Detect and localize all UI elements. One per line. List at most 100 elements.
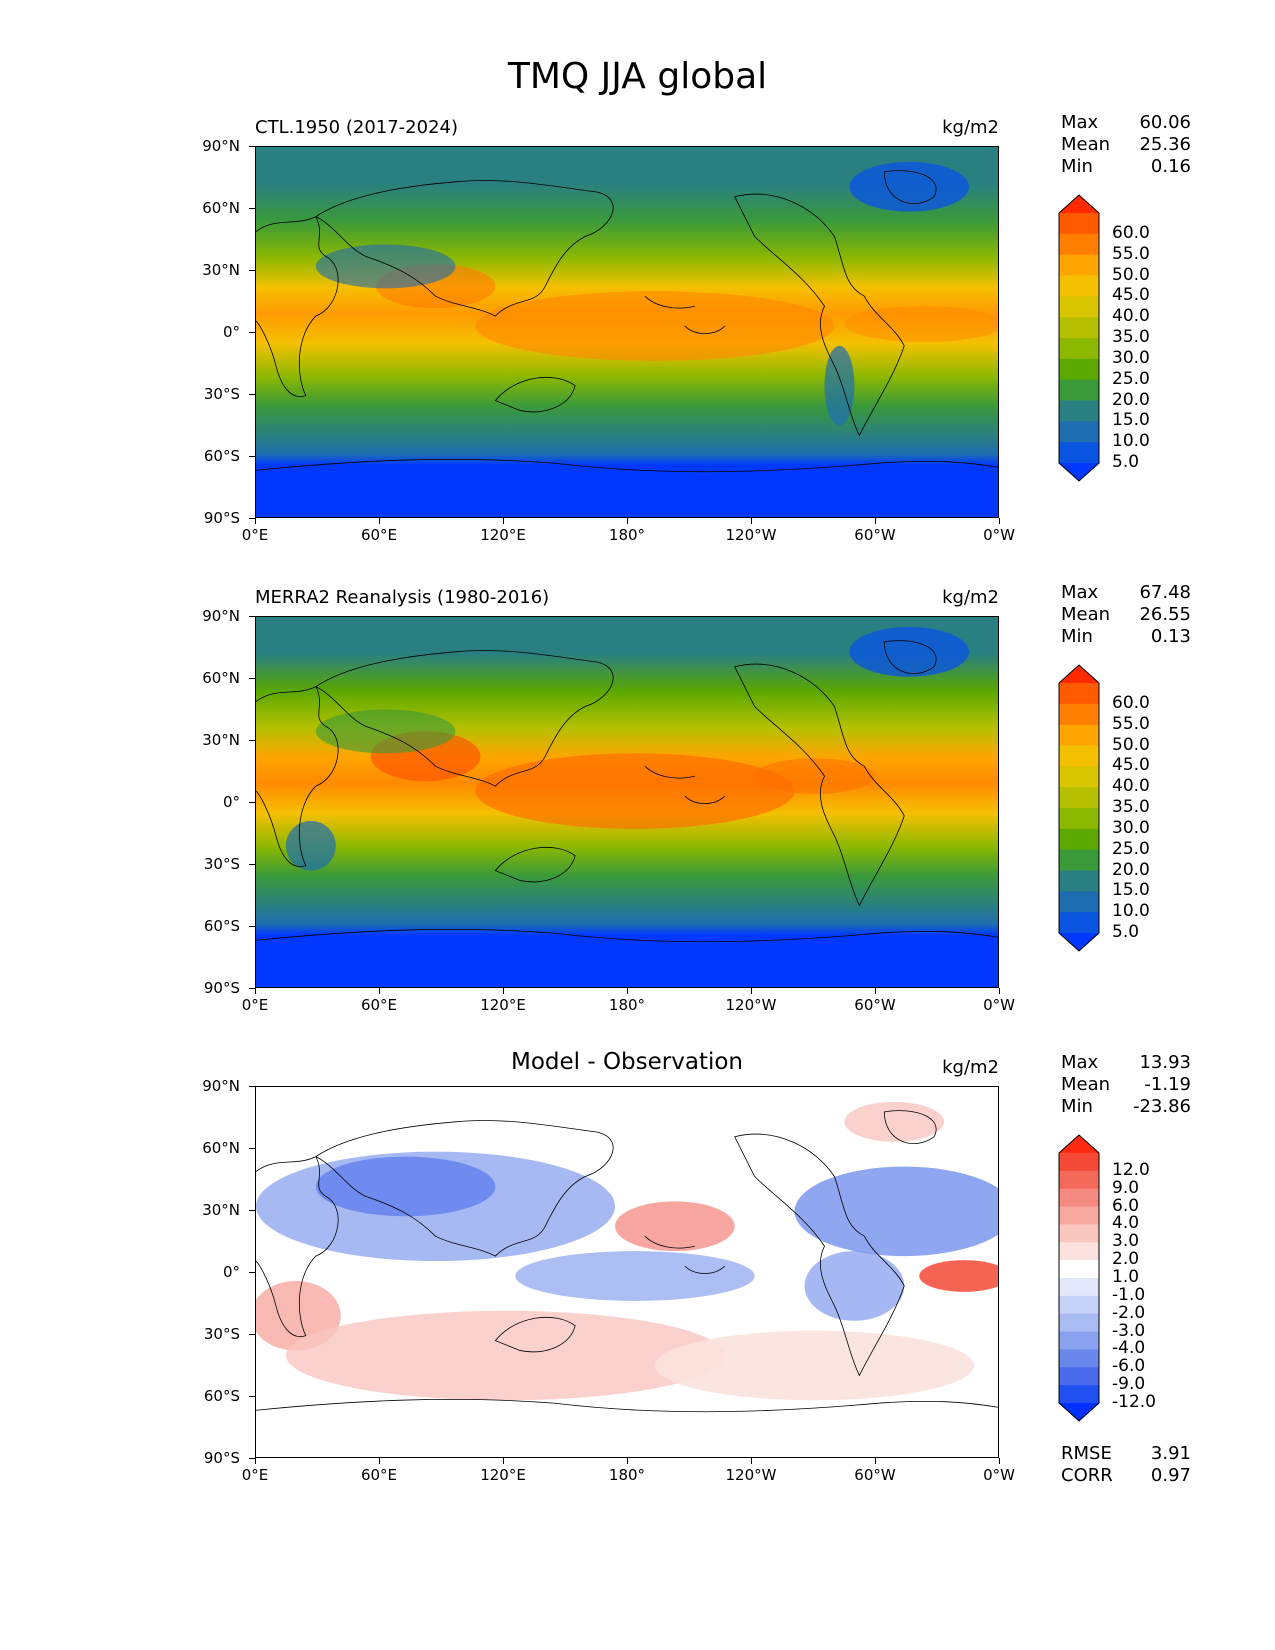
colorbar: [1058, 194, 1104, 486]
colorbar-segment: [1059, 1313, 1099, 1333]
stat-mean: 25.36: [1139, 134, 1191, 155]
stat-mean-label: Mean: [1061, 1074, 1111, 1095]
colorbar-segment: [1059, 296, 1099, 318]
lat-tick-label: 0°: [222, 1263, 240, 1281]
colorbar-extend-min: [1059, 933, 1099, 951]
colorbar-label: 5.0: [1112, 452, 1140, 472]
stat-mean: -1.19: [1144, 1074, 1191, 1095]
colorbar-label: 9.0: [1112, 1177, 1140, 1198]
lat-tick: [249, 1086, 255, 1087]
colorbar-label: -6.0: [1112, 1356, 1146, 1377]
colorbar-segment: [1059, 421, 1099, 443]
colorbar-label: -4.0: [1112, 1338, 1146, 1359]
colorbar-label: 25.0: [1112, 838, 1150, 859]
lon-tick: [751, 1458, 752, 1464]
stat-max: 60.06: [1139, 112, 1191, 133]
lat-tick-label: 30°S: [203, 855, 240, 873]
lat-tick-label: 0°: [222, 793, 240, 811]
colorbar-svg: [1058, 1134, 1100, 1422]
lon-tick-label: 60°E: [360, 526, 398, 544]
colorbar-segment: [1059, 1242, 1099, 1261]
lon-tick-label: 120°E: [480, 996, 526, 1014]
lat-tick-label: 0°: [222, 323, 240, 341]
panel-model: CTL.1950 (2017-2024) kg/m2: [0, 112, 1275, 577]
colorbar-label: -2.0: [1112, 1302, 1146, 1323]
lon-tick-label: 60°W: [854, 996, 896, 1014]
stat-mean-label: Mean: [1061, 134, 1111, 155]
colorbar-label: 45.0: [1112, 755, 1150, 776]
colorbar-label: 50.0: [1112, 264, 1150, 285]
lat-tick: [249, 394, 255, 395]
lat-tick: [249, 740, 255, 741]
colorbar-label: 40.0: [1112, 306, 1150, 327]
colorbar-label: -9.0: [1112, 1374, 1146, 1395]
colorbar-segment: [1059, 1385, 1099, 1404]
colorbar-segment: [1059, 912, 1099, 934]
colorbar-segment: [1059, 1260, 1099, 1279]
lon-tick: [255, 518, 256, 524]
lat-tick: [249, 146, 255, 147]
colorbar-label: 15.0: [1112, 880, 1150, 901]
colorbar-segment: [1059, 724, 1099, 746]
lon-tick-label: 0°E: [241, 526, 269, 544]
colorbar-label: 35.0: [1112, 327, 1150, 347]
stats-box: Max 67.48 Mean 26.55 Min 0.13: [1061, 582, 1191, 648]
colorbar-label: 50.0: [1112, 734, 1150, 755]
colorbar-segment: [1059, 766, 1099, 788]
corr-value: 0.97: [1150, 1465, 1191, 1486]
stat-max: 67.48: [1139, 582, 1191, 603]
lat-tick-label: 90°S: [203, 1449, 240, 1467]
lon-tick: [255, 1458, 256, 1464]
colorbar-segment: [1059, 703, 1099, 726]
panel-difference: Model - Observation kg/m2: [0, 1049, 1275, 1517]
colorbar-label: 55.0: [1112, 713, 1150, 734]
colorbar-label: 45.0: [1112, 285, 1150, 306]
colorbar-segment: [1059, 1224, 1099, 1243]
colorbar-label: 60.0: [1112, 692, 1150, 713]
colorbar-label: 3.0: [1112, 1231, 1140, 1252]
lon-tick: [379, 518, 380, 524]
figure-title: TMQ JJA global: [507, 56, 768, 97]
lat-tick-label: 90°S: [203, 979, 240, 997]
colorbar-segment: [1059, 870, 1099, 892]
lat-tick-label: 60°N: [202, 199, 240, 217]
colorbar-segment: [1059, 338, 1099, 360]
lon-tick-label: 60°E: [360, 1466, 398, 1484]
lon-tick-label: 120°W: [725, 1466, 777, 1484]
stats-box: Max 13.93 Mean -1.19 Min -23.86: [1061, 1052, 1191, 1118]
stat-max-label: Max: [1061, 582, 1099, 603]
lon-tick-label: 60°E: [360, 996, 398, 1014]
colorbar-segment: [1059, 828, 1099, 851]
lon-tick-label: 180°: [608, 996, 646, 1014]
colorbar-segment: [1059, 317, 1099, 339]
lon-tick: [379, 1458, 380, 1464]
colorbar-segment: [1059, 1206, 1099, 1225]
stat-min-label: Min: [1061, 156, 1093, 177]
colorbar-segment: [1059, 254, 1099, 276]
colorbar-label: -3.0: [1112, 1320, 1146, 1341]
colorbar-segment: [1059, 891, 1099, 913]
corr-label: CORR: [1061, 1465, 1113, 1486]
lon-tick-label: 0°E: [241, 996, 269, 1014]
lat-tick-label: 30°N: [202, 261, 240, 279]
lat-tick-label: 90°S: [203, 509, 240, 527]
colorbar-label: 2.0: [1112, 1249, 1140, 1270]
units-label: kg/m2: [942, 1057, 999, 1078]
colorbar-outline: [1058, 664, 1100, 952]
lon-tick-label: 60°W: [854, 1466, 896, 1484]
map-difference: [255, 1086, 999, 1458]
stat-min-label: Min: [1061, 626, 1093, 647]
lat-tick-label: 60°S: [203, 447, 240, 465]
lat-tick: [249, 518, 255, 519]
lon-tick-label: 0°E: [241, 1466, 269, 1484]
colorbar-segment: [1059, 379, 1099, 401]
lon-tick: [379, 988, 380, 994]
colorbar-label: 1.0: [1112, 1267, 1140, 1287]
colorbar: [1058, 664, 1104, 956]
colorbar-svg: [1058, 664, 1100, 952]
panel-observation: MERRA2 Reanalysis (1980-2016) kg/m2: [0, 582, 1275, 1047]
lon-tick: [875, 1458, 876, 1464]
lat-tick: [249, 270, 255, 271]
colorbar-label: 4.0: [1112, 1213, 1140, 1234]
lat-tick-label: 30°S: [203, 1325, 240, 1343]
